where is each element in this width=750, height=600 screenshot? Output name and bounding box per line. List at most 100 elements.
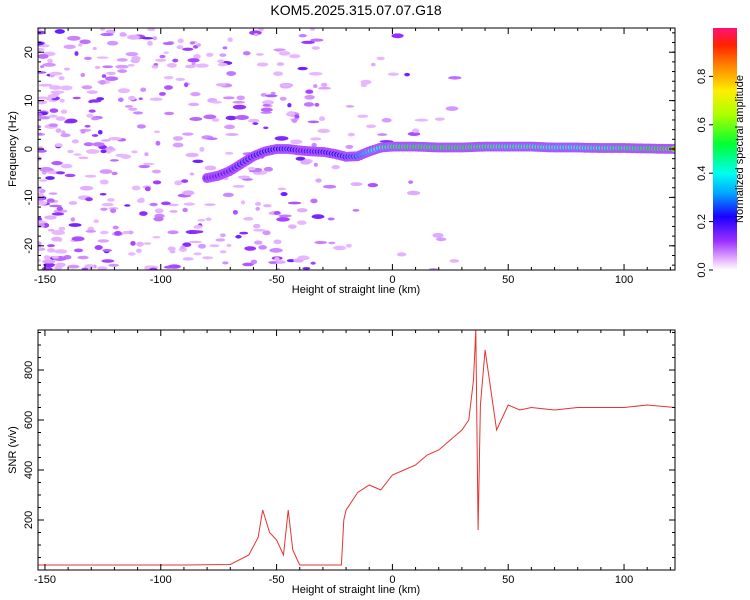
heatmap-cell (296, 208, 308, 213)
top-x-axis: -150 -100 -50 0 50 100 (34, 28, 671, 286)
x-tick-label: -100 (150, 574, 172, 586)
heatmap-cell (49, 85, 62, 90)
heatmap-cell (273, 260, 286, 264)
heatmap-cell (84, 124, 91, 128)
heatmap-cell (42, 259, 56, 264)
heatmap-cell (311, 142, 317, 148)
heatmap-cell (226, 243, 232, 248)
heatmap-cell (48, 192, 58, 195)
heatmap-cell (96, 56, 109, 59)
heatmap-cell (138, 197, 145, 203)
heatmap-cell (189, 41, 196, 45)
heatmap-cell (78, 42, 83, 47)
heatmap-cell (281, 83, 292, 87)
heatmap-cell (64, 173, 76, 178)
heatmap-cell (53, 209, 68, 213)
heatmap-cell (310, 38, 324, 42)
heatmap-cell (139, 211, 148, 216)
heatmap-cell (195, 63, 209, 68)
heatmap-cell (115, 64, 129, 69)
heatmap-cell (302, 266, 311, 270)
heatmap-cell (86, 113, 94, 118)
heatmap-cell (41, 266, 51, 270)
heatmap-cell (74, 51, 79, 56)
heatmap-cell (38, 217, 42, 221)
heatmap-cell (54, 143, 63, 148)
heatmap-cell (155, 58, 167, 62)
x-tick-label: -100 (150, 274, 172, 286)
heatmap-cell (332, 245, 347, 251)
heatmap-cell (445, 106, 459, 111)
heatmap-cell (172, 136, 184, 141)
heatmap-cell (44, 215, 57, 220)
y-tick-label: 600 (23, 411, 35, 429)
heatmap-cell (317, 86, 331, 90)
heatmap-cell (308, 72, 323, 76)
heatmap-cell (149, 97, 163, 101)
heatmap-cell (222, 96, 235, 100)
heatmap-cell (60, 133, 71, 138)
heatmap-cell (288, 224, 297, 229)
heatmap-cell (232, 184, 245, 188)
heatmap-cell (153, 63, 159, 66)
heatmap-cell (131, 150, 138, 154)
heatmap-cell (235, 115, 249, 120)
heatmap-cell (51, 160, 63, 166)
heatmap-cell (101, 139, 111, 142)
heatmap-cell (108, 136, 122, 141)
heatmap-cell (63, 44, 76, 50)
heatmap-cell (49, 204, 63, 208)
heatmap-cell (73, 153, 82, 156)
heatmap-cell (407, 131, 421, 137)
heatmap-cell (58, 226, 66, 231)
heatmap-cell (239, 231, 249, 235)
heatmap-cell (155, 140, 161, 146)
heatmap-cell (262, 100, 274, 105)
heatmap-cell (60, 163, 73, 169)
heatmap-cell (138, 97, 143, 101)
colorbar-gradient (713, 28, 737, 270)
heatmap-cell (189, 117, 203, 121)
heatmap-ridge (202, 141, 675, 184)
heatmap-cell (106, 71, 116, 76)
heatmap-cell (189, 172, 195, 176)
heatmap-cell (38, 116, 50, 120)
colorbar-label: Normalized spectral amplitude (734, 75, 746, 223)
heatmap-cell (291, 118, 298, 123)
bottom-x-axis: -150 -100 -50 0 50 100 (34, 330, 671, 586)
heatmap-cell (100, 32, 114, 37)
heatmap-cell (88, 109, 96, 113)
heatmap-cell (276, 62, 285, 66)
heatmap-cell (99, 179, 109, 185)
heatmap-cell (124, 204, 131, 207)
heatmap-cell (204, 203, 216, 206)
y-tick-label: -10 (23, 189, 35, 205)
heatmap-cell (315, 178, 322, 183)
heatmap-cell (269, 248, 283, 253)
heatmap-cell (414, 118, 429, 122)
top-y-axis-label: Frequency (Hz) (7, 111, 19, 187)
heatmap-cell (94, 245, 103, 250)
heatmap-cell (100, 28, 106, 31)
heatmap-cell (258, 245, 268, 250)
heatmap-cell (108, 263, 120, 267)
heatmap-cell (77, 255, 89, 260)
heatmap-cell (160, 201, 171, 206)
heatmap-cell (272, 71, 284, 76)
heatmap-cell (219, 233, 226, 237)
heatmap-cell (242, 262, 254, 267)
heatmap-cell (174, 180, 183, 186)
heatmap-cell (253, 228, 266, 232)
heatmap-cell (217, 62, 228, 67)
heatmap-cell (162, 41, 174, 45)
heatmap-cell (262, 230, 271, 236)
heatmap-cell (304, 94, 315, 100)
heatmap-cell (182, 47, 194, 51)
heatmap-cell (187, 58, 200, 63)
heatmap-cell (193, 54, 201, 59)
heatmap-cell (105, 150, 112, 154)
colorbar-tick-label: 0.8 (696, 69, 708, 84)
heatmap-cell (448, 76, 462, 80)
x-tick-label: -150 (34, 274, 56, 286)
heatmap-cell (92, 47, 97, 50)
